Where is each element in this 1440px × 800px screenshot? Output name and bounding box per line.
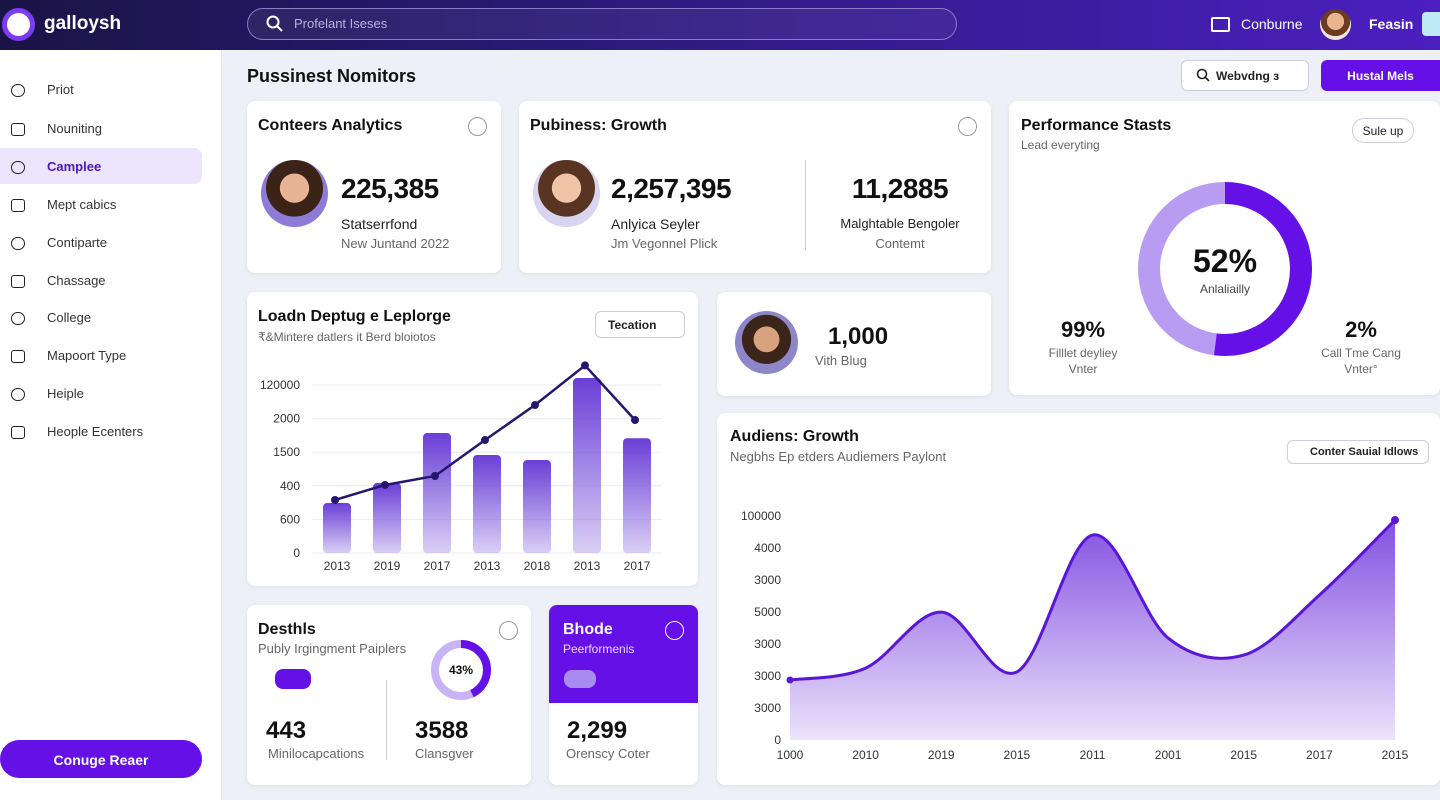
avatar — [735, 311, 798, 374]
dropdown[interactable] — [1181, 60, 1309, 91]
info-icon[interactable] — [499, 621, 518, 640]
metric-value: 2,257,395 — [611, 173, 732, 204]
metric-label: Statserrfond — [341, 216, 418, 232]
card-title: Desthls — [258, 621, 316, 638]
nav-item[interactable]: Mept cabics — [47, 197, 117, 212]
stat-value: 99% — [1060, 317, 1106, 342]
metric-label: Malghtable Bengoler — [840, 216, 960, 231]
metric-value: 443 — [266, 717, 307, 744]
card-subtitle: ₹&Mintere datlers it Berd bloiotos — [258, 330, 436, 344]
metric-value: 3588 — [415, 717, 469, 744]
nav-item[interactable]: College — [47, 310, 92, 325]
card-title: Pubiness: Growth — [530, 117, 667, 134]
metric-value: 225,385 — [341, 173, 439, 204]
brand: galloysh — [44, 13, 122, 34]
nav-icon — [11, 84, 25, 97]
nav-icon — [11, 426, 25, 439]
card-title: Performance Stasts — [1021, 117, 1172, 134]
metric-label: Minilocapcations — [268, 746, 365, 761]
stat-label: Filllet deyliey — [1048, 346, 1118, 360]
metric-sub: Contemt — [875, 236, 925, 251]
nav-icon — [11, 312, 25, 325]
primary-button-label[interactable]: Hustal Mels — [1347, 69, 1414, 83]
card-subtitle: Negbhs Ep etders Audiemers Paylont — [730, 449, 947, 464]
avatar — [533, 160, 600, 227]
nav-icon — [11, 237, 25, 250]
nav-item[interactable]: Camplee — [47, 159, 102, 174]
metric-label: Vith Blug — [815, 353, 867, 368]
metric-value: 11,2885 — [851, 173, 949, 204]
nav-icon — [11, 123, 25, 136]
search-icon — [266, 15, 283, 32]
nav-item[interactable]: Nouniting — [47, 121, 102, 136]
donut-value: 52% — [1192, 243, 1258, 279]
badge — [275, 669, 311, 689]
nav-item[interactable]: Heiple — [47, 386, 84, 401]
badge — [564, 670, 596, 688]
nav-icon — [11, 161, 25, 174]
donut-value: 43% — [448, 663, 474, 677]
dropdown-label[interactable]: Webvdng з — [1216, 69, 1280, 83]
divider — [805, 160, 806, 250]
metric-label: Orenscy Coter — [566, 746, 650, 761]
card-title: Bhode — [563, 621, 613, 638]
card-subtitle: Lead everyting — [1021, 138, 1100, 152]
dropdown-icon — [1196, 68, 1210, 82]
metric-sub: Jm Vegonnel Plick — [611, 236, 718, 251]
filter-button[interactable] — [595, 311, 685, 338]
user-avatar[interactable] — [1320, 9, 1351, 40]
card-subtitle: Publy Irgingment Paiplers — [258, 641, 407, 656]
stat-sub: Vnter° — [1344, 362, 1378, 376]
nav-icon — [11, 350, 25, 363]
card — [717, 413, 1440, 785]
filter-button-label[interactable]: Conter Sauial Idlows — [1310, 446, 1419, 458]
nav-item[interactable]: Contiparte — [47, 235, 107, 250]
sidebar-button-label[interactable]: Conuge Reaer — [53, 752, 149, 768]
avatar — [261, 160, 328, 227]
stat-sub: Vnter — [1068, 362, 1098, 376]
notification-icon[interactable] — [1211, 17, 1230, 32]
search-box[interactable] — [247, 8, 957, 40]
metric-value: 2,299 — [567, 717, 628, 744]
select-button-label[interactable]: Sule up — [1362, 124, 1404, 138]
sidebar-button[interactable] — [0, 740, 202, 778]
search-placeholder: Profelant Iseses — [294, 16, 388, 31]
user-name[interactable]: Feasin — [1369, 16, 1414, 32]
info-icon[interactable] — [468, 117, 487, 136]
donut-caption: Anlaliailly — [1199, 282, 1251, 296]
stat-value: 2% — [1345, 317, 1377, 342]
nav-item[interactable]: Mapoort Type — [47, 348, 127, 363]
filter-button[interactable] — [1287, 440, 1429, 464]
page-title: Pussinest Nomitors — [247, 66, 417, 86]
info-icon[interactable] — [665, 621, 684, 640]
logo — [2, 8, 35, 41]
metric-value: 1,000 — [828, 323, 889, 350]
metric-label: Clansgver — [415, 746, 474, 761]
nav-item[interactable]: Chassage — [47, 273, 106, 288]
card-title: Audiens: Growth — [730, 428, 859, 445]
nav-item[interactable]: Heople Ecenters — [47, 424, 144, 439]
nav-icon — [11, 275, 25, 288]
card-title: Conteers Analytics — [258, 117, 403, 134]
filter-button-label[interactable]: Tecation — [608, 318, 657, 332]
header-badge[interactable] — [1422, 12, 1440, 36]
select-button[interactable] — [1352, 118, 1414, 143]
nav-icon — [11, 388, 25, 401]
metric-sub: New Juntand 2022 — [341, 236, 450, 251]
nav-item[interactable]: Priot — [47, 82, 74, 97]
stat-label: Call Tme Cang — [1321, 346, 1401, 360]
sidebar-active — [0, 148, 202, 184]
divider — [386, 680, 387, 760]
info-icon[interactable] — [958, 117, 977, 136]
primary-button[interactable] — [1321, 60, 1440, 91]
card-subtitle: Peerformenis — [563, 642, 635, 656]
card-title: Loadn Deptug e Leplorge — [258, 308, 451, 325]
nav-icon — [11, 199, 25, 212]
metric-label: Anlyica Seyler — [611, 216, 700, 232]
header-link[interactable]: Conburne — [1241, 16, 1303, 32]
